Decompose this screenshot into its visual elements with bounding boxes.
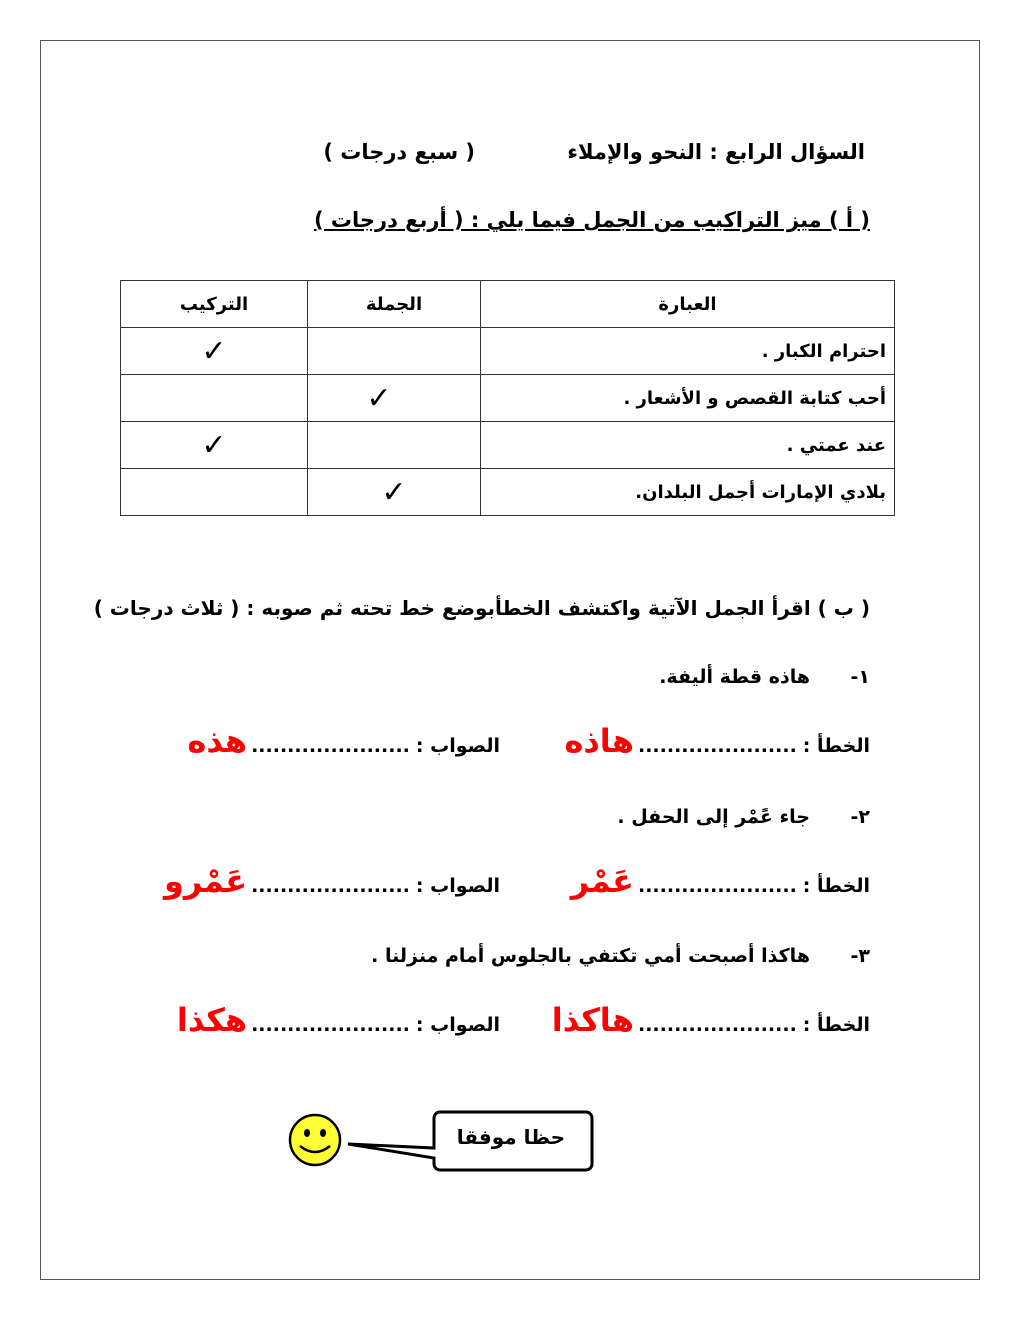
sentence-cell: ✓ <box>307 374 481 422</box>
item-sentence: هاكذا أصبحت أمي تكتفي بالجلوس أمام منزلن… <box>371 945 810 967</box>
wrong-label: الخطأ : <box>802 735 870 757</box>
correct-group: الصواب : ...................... هكذا <box>177 1001 500 1039</box>
item-row: ١- هاذه قطة أليفة. <box>659 666 870 688</box>
correct-answer-line: ...................... <box>251 735 410 757</box>
bubble-text: حظا موفقا <box>456 1125 565 1149</box>
question-marks: ( سبع درجات ) <box>323 140 475 164</box>
correct-answer: عَمْرو <box>163 862 248 900</box>
check-mark-icon: ✓ <box>381 474 407 510</box>
wrong-answer: هاكذا <box>551 1001 634 1039</box>
item-number: ٣- <box>850 945 871 967</box>
check-mark-icon: ✓ <box>366 380 392 416</box>
wrong-label: الخطأ : <box>802 875 870 897</box>
structure-cell: ✓ <box>120 327 308 375</box>
item-sentence: جاء عًمْر إلى الحفل . <box>617 806 810 828</box>
row-phrase: أحب كتابة القصص و الأشعار . <box>480 374 895 422</box>
wrong-group: الخطأ : ...................... عَمْر <box>500 862 870 900</box>
table-row: عند عمتي . ✓ <box>120 421 895 469</box>
smiley-face-icon <box>288 1113 342 1167</box>
part-b-instruction: ( ب ) اقرأ الجمل الآتية واكتشف الخطأبوضع… <box>93 596 870 620</box>
correct-answer: هكذا <box>176 1001 248 1039</box>
table-row: احترام الكبار . ✓ <box>120 327 895 375</box>
column-header-sentence: الجملة <box>307 280 481 328</box>
correct-label: الصواب : <box>415 875 500 897</box>
row-phrase: بلادي الإمارات أجمل البلدان. <box>480 468 895 516</box>
correct-answer-line: ...................... <box>251 1014 410 1036</box>
item-number: ٢- <box>850 806 871 828</box>
classification-table: العبارة الجملة التركيب احترام الكبار . ✓… <box>120 280 895 516</box>
table-row: أحب كتابة القصص و الأشعار . ✓ <box>120 374 895 422</box>
correct-label: الصواب : <box>415 735 500 757</box>
structure-cell <box>120 468 308 516</box>
wrong-answer-line: ...................... <box>638 735 797 757</box>
table-header-row: العبارة الجملة التركيب <box>120 280 895 328</box>
correct-answer-line: ...................... <box>251 875 410 897</box>
table-row: بلادي الإمارات أجمل البلدان. ✓ <box>120 468 895 516</box>
item-number: ١- <box>850 666 871 688</box>
wrong-group: الخطأ : ...................... هاكذا <box>500 1001 870 1039</box>
wrong-group: الخطأ : ...................... هاذه <box>500 722 870 760</box>
row-phrase: احترام الكبار . <box>480 327 895 375</box>
sentence-cell <box>307 421 481 469</box>
answer-row: الخطأ : ...................... هاذه الصو… <box>188 722 870 760</box>
item-sentence: هاذه قطة أليفة. <box>659 666 810 688</box>
correct-label: الصواب : <box>415 1014 500 1036</box>
answer-row: الخطأ : ...................... هاكذا الص… <box>177 1001 870 1039</box>
column-header-phrase: العبارة <box>480 280 895 328</box>
wrong-answer-line: ...................... <box>638 1014 797 1036</box>
sentence-cell <box>307 327 481 375</box>
structure-cell <box>120 374 308 422</box>
page-border <box>40 40 980 1280</box>
answer-row: الخطأ : ...................... عَمْر الص… <box>164 862 870 900</box>
correct-group: الصواب : ...................... عَمْرو <box>164 862 500 900</box>
column-header-structure: التركيب <box>120 280 308 328</box>
item-row: ٢- جاء عًمْر إلى الحفل . <box>617 806 870 828</box>
correct-answer: هذه <box>187 722 248 760</box>
row-phrase: عند عمتي . <box>480 421 895 469</box>
correct-group: الصواب : ...................... هذه <box>188 722 500 760</box>
wrong-answer-line: ...................... <box>638 875 797 897</box>
check-mark-icon: ✓ <box>201 333 227 369</box>
item-row: ٣- هاكذا أصبحت أمي تكتفي بالجلوس أمام من… <box>371 945 870 967</box>
speech-bubble <box>347 1110 594 1172</box>
wrong-answer: هاذه <box>564 722 634 760</box>
wrong-label: الخطأ : <box>802 1014 870 1036</box>
sentence-cell: ✓ <box>307 468 481 516</box>
check-mark-icon: ✓ <box>201 427 227 463</box>
wrong-answer: عَمْر <box>570 862 634 900</box>
question-title: السؤال الرابع : النحو والإملاء <box>567 140 865 164</box>
speech-bubble-graphic <box>288 1110 594 1172</box>
part-a-instruction: ( أ ) ميز التراكيب من الجمل فيما يلي : (… <box>313 208 870 232</box>
structure-cell: ✓ <box>120 421 308 469</box>
